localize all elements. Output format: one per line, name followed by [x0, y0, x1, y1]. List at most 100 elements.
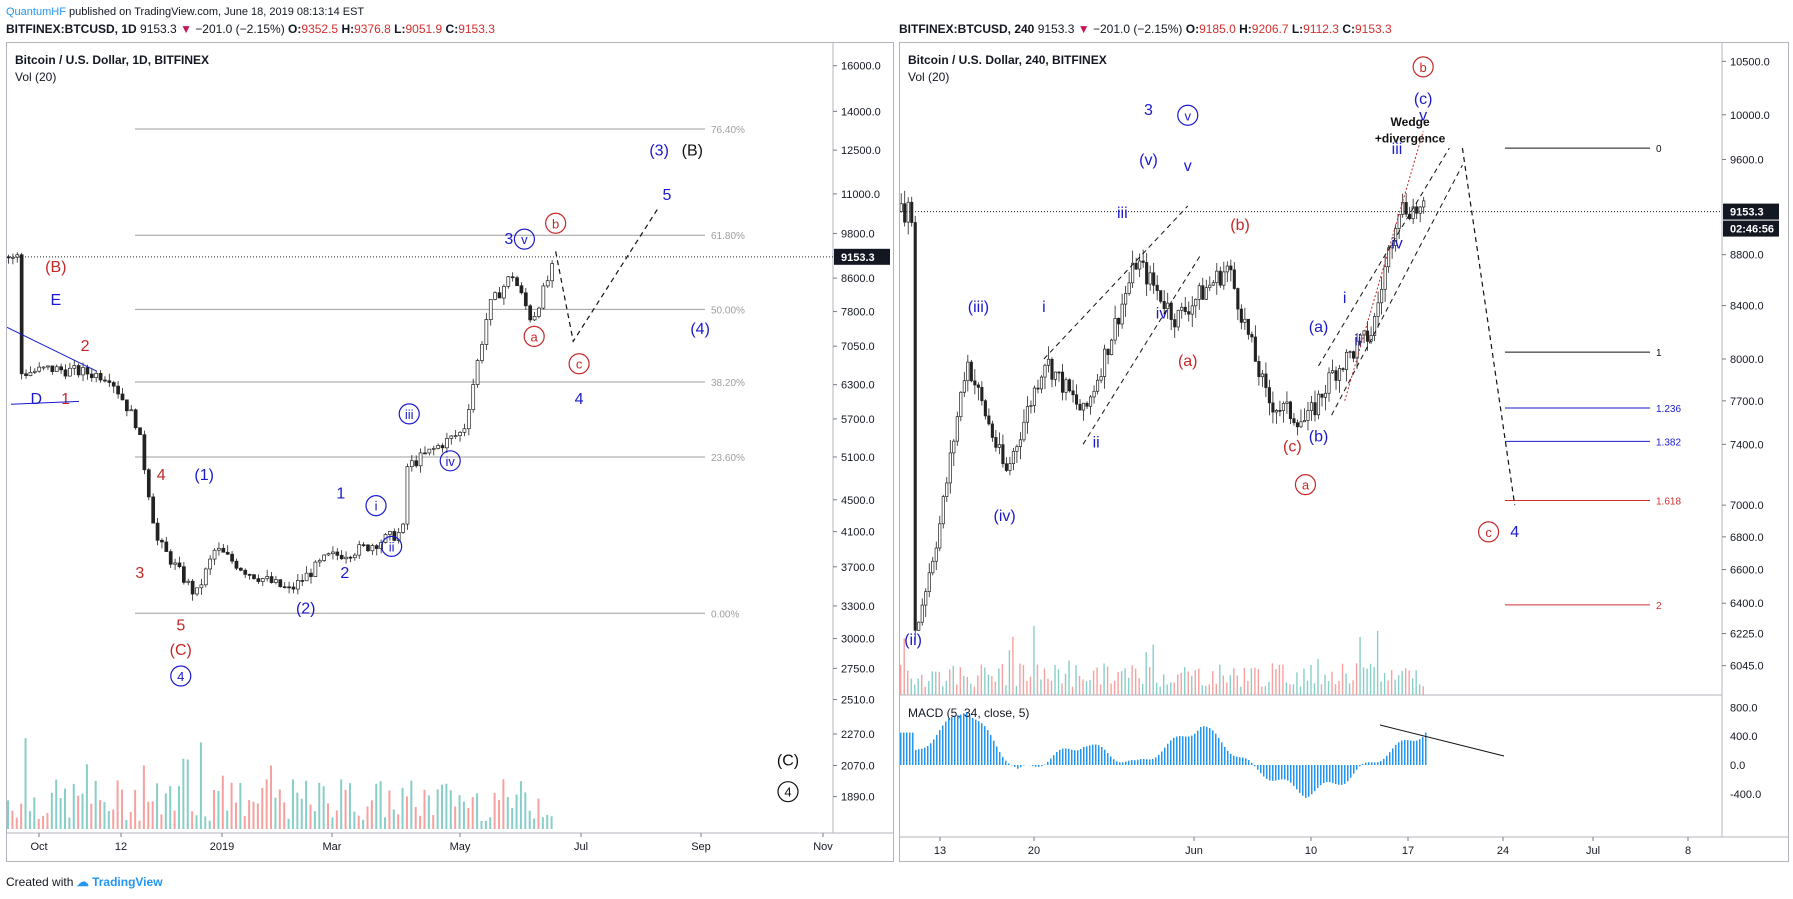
candle-body — [1106, 348, 1110, 355]
candle-body — [1204, 287, 1208, 300]
volume-bar — [1082, 679, 1084, 695]
macd-bar — [1272, 765, 1274, 781]
y-tick-label: 1890.0 — [841, 792, 875, 804]
volume-bar — [1226, 682, 1228, 695]
candle-body — [81, 367, 85, 376]
candle-body — [1383, 266, 1387, 290]
volume-bar — [401, 787, 404, 829]
macd-bar — [1053, 755, 1055, 765]
left-chart-svg[interactable]: 16000.0 14000.0 12500.0 11000.0 9800.0 8600.0… — [6, 43, 893, 861]
right-chart-svg[interactable]: 10500.010000.09600.08800.08400.08000.077… — [899, 43, 1788, 861]
wave-label: 1 — [61, 391, 70, 408]
volume-bar — [313, 811, 316, 829]
volume-bar — [1257, 669, 1260, 695]
candle-body — [265, 576, 270, 579]
wave-label: 5 — [662, 187, 671, 204]
macd-bar — [978, 721, 980, 765]
candle-body — [1159, 290, 1163, 302]
wave-label: E — [50, 292, 61, 309]
candle-body — [445, 438, 449, 449]
candle-body — [545, 280, 550, 287]
candle-body — [374, 545, 379, 549]
volume-bar — [103, 802, 106, 829]
tradingview-logo[interactable]: ☁ TradingView — [76, 875, 163, 889]
macd-bar — [1032, 765, 1034, 766]
left-chart-panel[interactable]: 16000.0 14000.0 12500.0 11000.0 9800.0 8600.0… — [6, 42, 894, 862]
volume-bar — [147, 801, 150, 829]
candle-body — [1046, 358, 1051, 366]
volume-bar — [1198, 668, 1200, 695]
candle-body — [1348, 351, 1352, 353]
y-tick-label: 9800.0 — [841, 228, 875, 240]
macd-bar — [1206, 726, 1208, 765]
volume-bar — [1240, 686, 1242, 695]
wave-label-circle — [170, 665, 192, 687]
volume-bar — [1113, 680, 1116, 695]
volume-bar — [506, 797, 509, 829]
wave-label: (1) — [194, 467, 214, 484]
candle-body — [427, 448, 432, 454]
macd-bar — [1338, 765, 1340, 785]
macd-bar — [1149, 759, 1151, 765]
volume-bar — [1134, 668, 1137, 695]
macd-bar — [1332, 765, 1334, 783]
candle-body — [1050, 358, 1054, 380]
macd-bar — [1152, 758, 1154, 765]
candle-body — [1316, 393, 1321, 416]
volume-bar — [28, 811, 31, 829]
macd-bar — [1245, 758, 1247, 765]
x-tick-label: 10 — [1305, 845, 1317, 857]
volume-bar — [991, 675, 993, 695]
macd-bar — [918, 749, 920, 765]
candle-body — [348, 556, 353, 559]
y-tick-label: 9600.0 — [1730, 154, 1764, 166]
volume-bar — [1278, 664, 1281, 695]
wave-label-circle — [523, 325, 545, 347]
wave-label-circle — [381, 535, 403, 558]
candle-body — [1124, 293, 1128, 305]
volume-bar — [1229, 675, 1232, 695]
macd-bar — [1158, 754, 1160, 765]
candle-body — [24, 373, 28, 376]
x-tick-label: May — [450, 841, 471, 853]
last-price-badge — [834, 248, 890, 265]
volume-bar — [1026, 680, 1028, 695]
candle-body — [138, 427, 142, 436]
volume-bar — [1001, 663, 1004, 695]
macd-bar — [1023, 765, 1025, 766]
macd-bar — [1188, 736, 1190, 765]
volume-bar — [914, 684, 916, 695]
volume-bar — [987, 674, 990, 695]
macd-bar — [1113, 759, 1115, 765]
macd-bar — [1392, 748, 1394, 765]
volume-bar — [970, 683, 972, 695]
macd-bar — [1101, 747, 1103, 765]
y-tick-label: 6800.0 — [1730, 532, 1764, 544]
volume-bar — [46, 813, 49, 829]
publisher-author[interactable]: QuantumHF — [6, 6, 66, 18]
macd-bar — [1173, 737, 1175, 765]
right-chart-panel[interactable]: 10500.0 10000.0 9600.0 8800.0 8400.0 8000.0 77… — [899, 42, 1789, 862]
volume-bar — [1194, 670, 1196, 695]
macd-bar — [975, 719, 977, 765]
wave-label: (a) — [1309, 319, 1329, 336]
candle-body — [313, 561, 318, 577]
macd-bar — [1074, 750, 1076, 765]
candle-body — [449, 435, 454, 439]
volume-bar — [1355, 663, 1358, 695]
macd-bar — [1407, 740, 1409, 765]
volume-bar — [963, 675, 965, 695]
wave-label: c — [1485, 525, 1492, 540]
macd-bar — [1137, 759, 1139, 765]
macd-bar — [1131, 760, 1133, 765]
fib-label: 38.20% — [711, 378, 745, 389]
volume-bar — [239, 782, 242, 829]
volume-bar — [1264, 686, 1267, 695]
wave-label: iv — [1156, 306, 1168, 323]
candle-body — [146, 469, 151, 498]
volume-bar — [1331, 671, 1333, 695]
right-close: 9153.3 — [1355, 22, 1392, 36]
candle-body — [68, 367, 72, 377]
volume-bar — [1268, 681, 1270, 695]
candle-body — [243, 569, 248, 575]
